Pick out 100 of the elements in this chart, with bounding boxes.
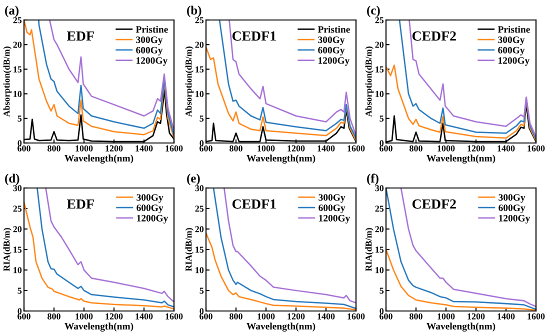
y-axis-title: Absorption(dB/m) (3, 46, 12, 117)
annotation: EDF (66, 31, 94, 41)
y-tick-label: 0 (200, 140, 204, 146)
y-tick-label: 30 (375, 185, 384, 192)
legend-label: 300Gy (136, 194, 164, 203)
legend-label: 300Gy (498, 194, 526, 203)
y-axis-title: RIA(dB/m) (3, 228, 12, 272)
annotation: CEDF2 (412, 199, 456, 209)
y-tick-label: 20 (195, 226, 204, 232)
legend-label: 1200Gy (499, 214, 530, 224)
legend-label: 600Gy (318, 46, 345, 56)
x-axis-title: Wavelength(nm) (246, 322, 316, 332)
y-tick-label: 15 (376, 66, 384, 72)
x-tick-label: 1600 (528, 313, 545, 320)
y-tick-label: 0 (200, 308, 204, 314)
y-tick-label: 15 (376, 246, 384, 253)
y-tick-label: 20 (13, 42, 22, 48)
x-tick-label: 800 (48, 313, 60, 320)
y-tick-label: 25 (13, 206, 22, 212)
y-tick-label: 25 (195, 206, 204, 212)
legend-label: 1200Gy (319, 214, 350, 224)
x-tick-label: 600 (200, 313, 212, 320)
y-tick-label: 10 (196, 267, 204, 274)
y-tick-label: 5 (380, 288, 384, 294)
x-axis-title: Wavelength(nm) (426, 322, 496, 332)
x-tick-label: 600 (200, 145, 212, 152)
y-axis-title: Absorption(dB/m) (185, 46, 194, 117)
x-tick-label: 1200 (106, 145, 123, 152)
x-tick-label: 1000 (438, 313, 455, 320)
legend-label: 1200Gy (318, 57, 350, 66)
x-tick-label: 1400 (318, 145, 335, 152)
y-tick-label: 0 (380, 308, 384, 314)
chart-title: (d) (5, 174, 20, 186)
legend-label: 1200Gy (498, 57, 530, 66)
legend-label: 300Gy (318, 194, 346, 203)
y-tick-label: 5 (18, 116, 22, 122)
x-axis-title: Wavelength(nm) (64, 322, 134, 332)
y-tick-label: 10 (196, 90, 204, 98)
x-tick-label: 600 (18, 145, 30, 152)
y-tick-label: 0 (380, 140, 384, 146)
y-tick-label: 10 (376, 90, 384, 98)
x-tick-label: 1600 (166, 313, 183, 320)
x-tick-label: 1200 (288, 145, 305, 152)
chart-title: (e) (187, 174, 200, 186)
y-tick-label: 10 (14, 90, 22, 98)
y-axis-title: Absorption(dB/m) (365, 46, 374, 117)
chart-title: (a) (5, 6, 19, 18)
annotation: CEDF1 (232, 199, 276, 209)
legend-label: 600Gy (498, 204, 526, 214)
legend-label: 600Gy (318, 204, 346, 214)
x-tick-label: 800 (230, 313, 242, 320)
y-tick-label: 30 (13, 185, 22, 192)
y-tick-label: 10 (376, 267, 384, 274)
x-tick-label: 800 (410, 313, 422, 320)
chart-title: (f) (367, 174, 378, 186)
legend-label: 1200Gy (137, 214, 168, 224)
x-tick-label: 1400 (318, 313, 335, 320)
x-tick-label: 1600 (166, 145, 183, 152)
x-tick-label: 1200 (468, 145, 485, 152)
x-tick-label: 1400 (136, 313, 153, 320)
legend-label: Pristine (498, 26, 530, 33)
y-tick-label: 25 (195, 17, 204, 24)
y-tick-label: 15 (196, 246, 204, 253)
x-tick-label: 800 (410, 145, 422, 152)
y-tick-label: 15 (196, 66, 204, 72)
y-tick-label: 20 (375, 42, 384, 48)
x-tick-label: 1600 (348, 145, 365, 152)
x-tick-label: 1600 (348, 313, 365, 320)
chart-title: (b) (187, 6, 202, 18)
y-tick-label: 25 (375, 206, 384, 212)
y-tick-label: 5 (380, 116, 384, 122)
y-tick-label: 0 (18, 140, 22, 146)
y-tick-label: 5 (200, 288, 204, 294)
x-tick-label: 800 (230, 145, 242, 152)
legend-label: 300Gy (498, 36, 525, 46)
annotation: CEDF1 (232, 31, 276, 41)
y-tick-label: 0 (18, 308, 22, 314)
x-tick-label: 1000 (258, 145, 275, 152)
y-tick-label: 5 (18, 288, 22, 294)
x-tick-label: 1200 (468, 313, 485, 320)
legend-label: Pristine (136, 26, 168, 33)
x-tick-label: 600 (18, 313, 30, 320)
legend-label: 300Gy (318, 36, 345, 46)
y-tick-label: 15 (14, 66, 22, 72)
x-tick-label: 1400 (498, 313, 515, 320)
y-tick-label: 15 (14, 246, 22, 253)
y-tick-label: 5 (200, 116, 204, 122)
legend-label: 1200Gy (136, 57, 168, 66)
legend-label: Pristine (318, 26, 350, 33)
chart-title: (c) (367, 6, 380, 18)
x-axis-title: Wavelength(nm) (426, 154, 496, 164)
y-tick-label: 25 (375, 17, 384, 24)
y-tick-label: 20 (195, 42, 204, 48)
y-tick-label: 30 (195, 185, 204, 192)
x-tick-label: 600 (380, 313, 392, 320)
legend-label: 600Gy (136, 46, 163, 56)
x-tick-label: 1600 (528, 145, 545, 152)
y-tick-label: 20 (13, 226, 22, 232)
x-axis-title: Wavelength(nm) (246, 154, 316, 164)
legend-label: 600Gy (136, 204, 164, 214)
